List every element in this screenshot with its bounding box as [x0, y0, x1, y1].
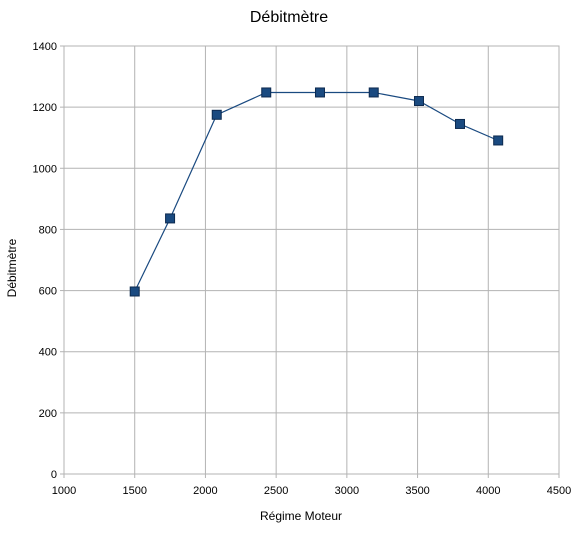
- data-point-marker: [493, 135, 504, 146]
- x-tick-label: 3500: [405, 485, 429, 497]
- data-point-marker: [368, 87, 379, 98]
- data-point-marker: [314, 87, 325, 98]
- y-tick-label: 1000: [33, 163, 57, 175]
- gridlines: [64, 45, 560, 474]
- y-tick-label: 1200: [33, 102, 57, 114]
- y-tick-label: 400: [39, 347, 57, 359]
- data-point-marker: [211, 109, 222, 120]
- data-series: [129, 87, 504, 297]
- x-tick-label: 1500: [122, 485, 146, 497]
- x-tick-label: 2000: [193, 485, 217, 497]
- y-tick-label: 0: [51, 469, 57, 481]
- plot-area-border: [63, 45, 560, 475]
- series-line: [134, 91, 499, 292]
- data-point-marker: [129, 286, 140, 297]
- y-tick-label: 200: [39, 408, 57, 420]
- data-point-marker: [455, 118, 465, 129]
- x-tick-label: 1000: [52, 485, 76, 497]
- y-axis-title: Débitmètre: [5, 238, 19, 297]
- x-tick-label: 2500: [264, 485, 288, 497]
- x-tick-label: 4500: [547, 485, 571, 497]
- axes: [60, 45, 560, 478]
- y-tick-labels: 0 200 400 600 800 1000 1200 1400: [33, 41, 57, 481]
- y-tick-label: 1400: [33, 41, 57, 53]
- data-point-marker: [413, 96, 424, 107]
- data-point-marker: [165, 213, 176, 224]
- x-axis-title: Régime Moteur: [260, 509, 342, 523]
- x-tick-labels: 1000 1500 2000 2500 3000 3500 4000 4500: [52, 485, 571, 497]
- chart-title: Débitmètre: [249, 9, 329, 26]
- data-point-marker: [261, 87, 272, 98]
- y-tick-label: 800: [39, 224, 57, 236]
- x-tick-label: 4000: [476, 485, 500, 497]
- y-tick-label: 600: [39, 286, 57, 298]
- x-tick-label: 3000: [335, 485, 359, 497]
